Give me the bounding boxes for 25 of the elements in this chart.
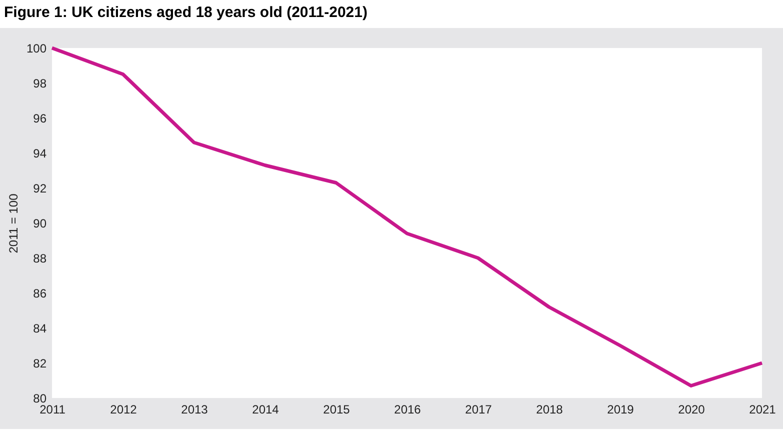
y-tick-label: 86: [33, 286, 47, 300]
y-tick-label: 88: [33, 252, 47, 266]
y-tick-label: 84: [33, 322, 47, 336]
y-tick-label: 96: [33, 112, 47, 126]
x-tick-label: 2016: [394, 402, 422, 416]
x-tick-label: 2019: [607, 402, 634, 416]
x-tick-label: 2014: [252, 402, 280, 416]
line-series: [50, 46, 764, 388]
x-tick-label: 2012: [110, 402, 138, 416]
y-tick-label: 90: [33, 216, 47, 230]
x-tick-label: 2013: [181, 402, 208, 416]
y-tick-label: 98: [33, 76, 47, 90]
y-tick-label: 100: [26, 42, 47, 56]
x-tick-label: 2021: [749, 402, 776, 416]
y-tick-label: 80: [33, 392, 47, 406]
y-axis-title: 2011 = 100: [6, 193, 20, 254]
y-tick-label: 92: [33, 182, 47, 196]
chart-title: Figure 1: UK citizens aged 18 years old (2011-2021): [3, 3, 368, 23]
x-tick-label: 2017: [465, 402, 492, 416]
x-tick-label: 2018: [536, 402, 564, 416]
x-tick-label: 2015: [323, 402, 350, 416]
y-tick-label: 94: [33, 146, 47, 160]
x-tick-label: 2011: [40, 402, 66, 416]
x-tick-label: 2020: [678, 402, 706, 416]
y-tick-label: 82: [33, 356, 47, 370]
